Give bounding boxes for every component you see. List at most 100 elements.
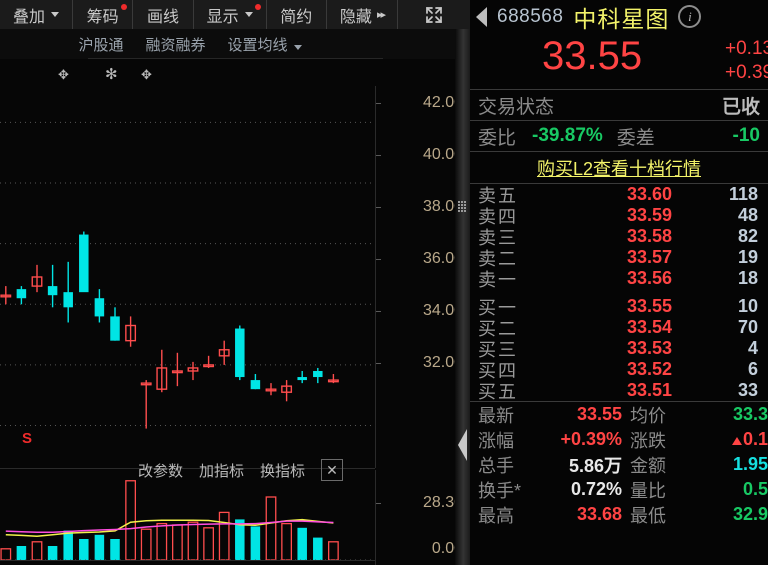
orderbook-level-label: 买五 bbox=[478, 381, 518, 402]
snowflake-handle-icon[interactable]: ✻ bbox=[105, 66, 118, 83]
toolbar-button-0[interactable]: 叠加 bbox=[0, 0, 74, 29]
toolbar-button-2[interactable]: 画线 bbox=[133, 0, 194, 29]
toolbar-button-1[interactable]: 筹码 bbox=[73, 0, 134, 29]
stats-row-0: 最新 33.55 均价 33.3 bbox=[470, 402, 768, 427]
orderbook-quantity: 6 bbox=[747, 359, 758, 379]
orderbook-row-bid-3[interactable]: 买四 33.52 6 bbox=[470, 359, 768, 381]
chevron-down-icon bbox=[244, 12, 253, 17]
volume-bottom-divider bbox=[0, 560, 375, 561]
splitter-grip-icon[interactable] bbox=[458, 201, 467, 214]
stats-table: 最新 33.55 均价 33.3 涨幅 +0.39% 涨跌 0.1 总手 5.86万 金额 1.95 换… bbox=[470, 401, 768, 527]
quote-header: 688568 中科星图 i bbox=[470, 0, 768, 33]
info-icon[interactable]: i bbox=[678, 5, 702, 28]
stats-value-right: 33.3 bbox=[732, 404, 768, 424]
switch-indicator-button[interactable]: 换指标 bbox=[260, 462, 306, 480]
chevron-down-icon bbox=[51, 12, 60, 17]
orderbook-level-label: 卖三 bbox=[478, 227, 518, 248]
stock-name: 中科星图 bbox=[573, 5, 670, 32]
orderbook-row-bid-0[interactable]: 买一 33.55 10 bbox=[470, 296, 768, 318]
price-axis-label-0: 42.00 bbox=[422, 94, 463, 111]
toolbar-button-3[interactable]: 显示 bbox=[194, 0, 267, 29]
indicator-toolbar: 改参数 加指标 换指标 ✕ bbox=[138, 457, 344, 483]
collapse-panel-arrow-icon[interactable] bbox=[458, 429, 467, 461]
price-axis-label-2: 38.00 bbox=[422, 198, 463, 215]
subbar-item-ma-setting[interactable]: 设置均线 bbox=[228, 34, 302, 55]
price-axis-tick-4 bbox=[376, 311, 381, 312]
vertical-drag-handle-icon-2[interactable]: ✥ bbox=[141, 67, 152, 82]
stats-label-right: 金额 bbox=[630, 455, 666, 476]
volume-svg bbox=[0, 480, 375, 561]
orderbook-quantity: 118 bbox=[728, 184, 758, 204]
orderbook-level-label: 买一 bbox=[478, 297, 518, 318]
volume-axis-label-0: 28.30 bbox=[422, 494, 463, 511]
panel-splitter[interactable] bbox=[455, 29, 470, 565]
orderbook-row-ask-3[interactable]: 卖二 33.57 19 bbox=[470, 247, 768, 269]
orderbook-row-bid-2[interactable]: 买三 33.53 4 bbox=[470, 338, 768, 360]
candlestick-svg bbox=[0, 121, 375, 429]
toolbar-button-label-0: 叠加 bbox=[13, 8, 46, 26]
drag-handles-row: ✥ ✻ ✥ bbox=[0, 62, 380, 86]
chart-subtoolbar: 沪股通 融资融券 设置均线 bbox=[0, 29, 470, 59]
subbar-item-hgt[interactable]: 沪股通 bbox=[78, 36, 124, 54]
price-axis-label-3: 36.00 bbox=[422, 250, 463, 267]
stats-label-left: 涨幅 bbox=[478, 430, 514, 451]
toolbar-button-label-4: 简约 bbox=[280, 8, 313, 26]
orderbook-price: 33.53 bbox=[626, 338, 672, 358]
l2-promo-link[interactable]: 购买L2查看十档行情 bbox=[470, 151, 768, 183]
orderbook-level-label: 卖四 bbox=[478, 206, 518, 227]
stats-value-left: 33.55 bbox=[576, 404, 622, 424]
vertical-drag-handle-icon[interactable]: ✥ bbox=[58, 67, 69, 82]
price-block: 33.55 +0.13 +0.39% bbox=[470, 33, 768, 89]
orderbook-level-label: 卖二 bbox=[478, 248, 518, 269]
orderbook-quantity: 48 bbox=[737, 205, 758, 225]
stats-label-right: 量比 bbox=[630, 480, 666, 501]
orderbook-price: 33.52 bbox=[626, 359, 672, 379]
trading-status-label: 交易状态 bbox=[478, 96, 555, 118]
orderbook-row-bid-1[interactable]: 买二 33.54 70 bbox=[470, 317, 768, 339]
toolbar-button-label-2: 画线 bbox=[146, 8, 179, 26]
orderbook-row-ask-4[interactable]: 卖一 33.56 18 bbox=[470, 268, 768, 290]
stats-label-left: 最高 bbox=[478, 505, 514, 526]
stats-label-right: 均价 bbox=[630, 405, 666, 426]
orderbook-row-ask-2[interactable]: 卖三 33.58 82 bbox=[470, 226, 768, 248]
chevron-down-icon bbox=[293, 44, 302, 50]
orderbook-quantity: 33 bbox=[737, 380, 758, 400]
orderbook-quantity: 10 bbox=[737, 296, 758, 316]
toolbar-button-label-5: 隐藏 bbox=[339, 8, 372, 26]
toolbar-button-5[interactable]: 隐藏 ▸▸ bbox=[327, 0, 398, 29]
orderbook-level-label: 卖五 bbox=[478, 185, 518, 206]
trading-status-row: 交易状态 已收 bbox=[470, 89, 768, 120]
orderbook-price: 33.54 bbox=[626, 317, 672, 337]
price-axis-label-4: 34.00 bbox=[422, 302, 463, 319]
sell-marker-icon: S bbox=[22, 430, 33, 447]
price-axis-tick-2 bbox=[376, 207, 381, 208]
price-axis-tick-0 bbox=[376, 103, 381, 104]
stats-value-right: 0.5 bbox=[742, 479, 768, 499]
stats-label-right: 最低 bbox=[630, 505, 666, 526]
orderbook-row-bid-4[interactable]: 买五 33.51 33 bbox=[470, 380, 768, 402]
orderbook-level-label: 买二 bbox=[478, 318, 518, 339]
notification-dot-icon bbox=[121, 4, 128, 10]
double-arrow-icon: ▸▸ bbox=[376, 9, 386, 21]
fullscreen-icon[interactable] bbox=[398, 0, 470, 29]
price-axis-tick-1 bbox=[376, 155, 381, 156]
price-axis-label-1: 40.00 bbox=[422, 146, 463, 163]
orderbook-row-ask-0[interactable]: 卖五 33.60 118 bbox=[470, 184, 768, 206]
stats-row-1: 涨幅 +0.39% 涨跌 0.1 bbox=[470, 427, 768, 452]
order-ratio-row: 委比 -39.87% 委差 -10 bbox=[470, 120, 768, 151]
add-indicator-button[interactable]: 加指标 bbox=[199, 462, 245, 480]
change-params-button[interactable]: 改参数 bbox=[138, 462, 184, 480]
toolbar-button-4[interactable]: 简约 bbox=[267, 0, 327, 29]
back-arrow-icon[interactable] bbox=[476, 6, 487, 27]
stats-value-left: 33.68 bbox=[576, 504, 622, 524]
l2-promo-text: 购买L2查看十档行情 bbox=[536, 158, 702, 179]
close-icon[interactable]: ✕ bbox=[321, 459, 344, 481]
volume-axis-tick bbox=[376, 503, 381, 504]
notification-dot-icon bbox=[254, 4, 261, 10]
candlestick-plot[interactable] bbox=[0, 86, 375, 468]
volume-plot[interactable] bbox=[0, 470, 375, 565]
orderbook-price: 33.58 bbox=[626, 226, 672, 246]
subbar-item-margin[interactable]: 融资融券 bbox=[145, 36, 206, 54]
orderbook-row-ask-1[interactable]: 卖四 33.59 48 bbox=[470, 205, 768, 227]
